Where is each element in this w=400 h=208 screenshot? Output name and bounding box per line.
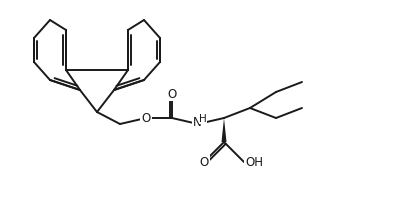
Text: N: N — [193, 116, 201, 130]
Text: H: H — [199, 114, 207, 124]
Text: O: O — [199, 156, 209, 168]
Polygon shape — [222, 118, 226, 142]
Text: O: O — [167, 88, 177, 100]
Text: O: O — [141, 111, 151, 125]
Text: OH: OH — [245, 156, 263, 168]
